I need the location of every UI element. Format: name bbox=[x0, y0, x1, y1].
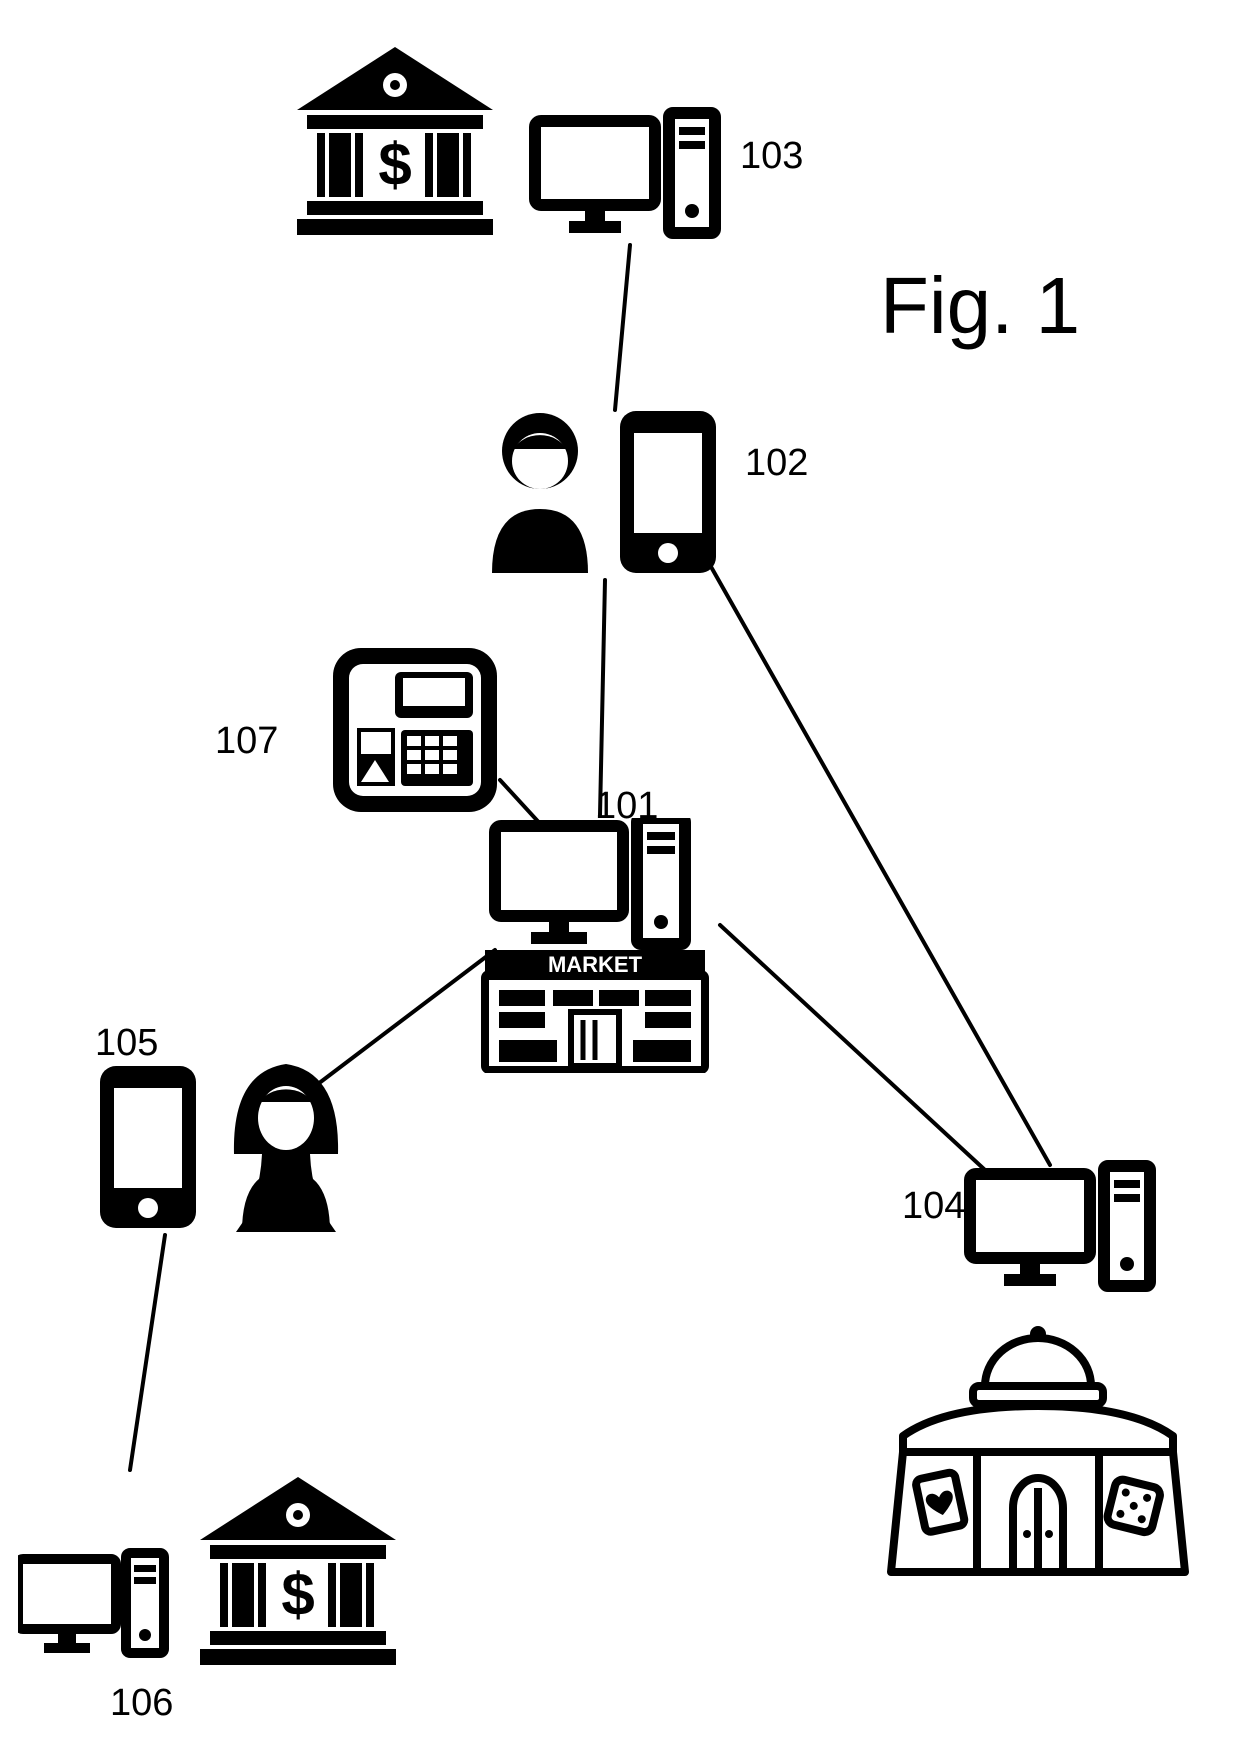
figure-canvas: Fig. 1 $ bbox=[0, 0, 1240, 1747]
node-105 bbox=[100, 1060, 360, 1243]
bank-icon: $ bbox=[297, 47, 493, 235]
label-107: 107 bbox=[215, 720, 278, 763]
person-icon bbox=[234, 1064, 338, 1232]
edge bbox=[600, 580, 605, 815]
label-102: 102 bbox=[745, 442, 808, 485]
computer-icon bbox=[535, 113, 715, 233]
svg-text:$: $ bbox=[281, 1561, 314, 1628]
person-icon bbox=[492, 413, 588, 573]
node-101: MARKET bbox=[455, 818, 755, 1078]
edge bbox=[720, 925, 985, 1170]
node-107 bbox=[325, 640, 505, 825]
label-105: 105 bbox=[95, 1022, 158, 1065]
computer-icon bbox=[495, 818, 685, 944]
market-label: MARKET bbox=[548, 952, 643, 977]
svg-text:$: $ bbox=[378, 131, 411, 198]
phone-icon bbox=[100, 1066, 196, 1228]
pos-terminal-icon bbox=[333, 648, 497, 812]
node-103: $ bbox=[285, 35, 725, 250]
edge bbox=[615, 245, 630, 410]
label-106: 106 bbox=[110, 1682, 173, 1725]
label-101: 101 bbox=[595, 785, 658, 828]
label-103: 103 bbox=[740, 135, 803, 178]
casino-icon bbox=[891, 1326, 1185, 1572]
computer-icon bbox=[970, 1166, 1150, 1286]
label-104: 104 bbox=[902, 1185, 965, 1228]
node-106: $ bbox=[18, 1465, 438, 1680]
phone-icon bbox=[620, 411, 716, 573]
figure-title: Fig. 1 bbox=[880, 260, 1080, 352]
node-102 bbox=[470, 405, 730, 585]
market-icon: MARKET bbox=[485, 950, 705, 1070]
bank-icon: $ bbox=[200, 1477, 396, 1665]
edge bbox=[130, 1235, 165, 1470]
computer-icon bbox=[18, 1553, 164, 1653]
